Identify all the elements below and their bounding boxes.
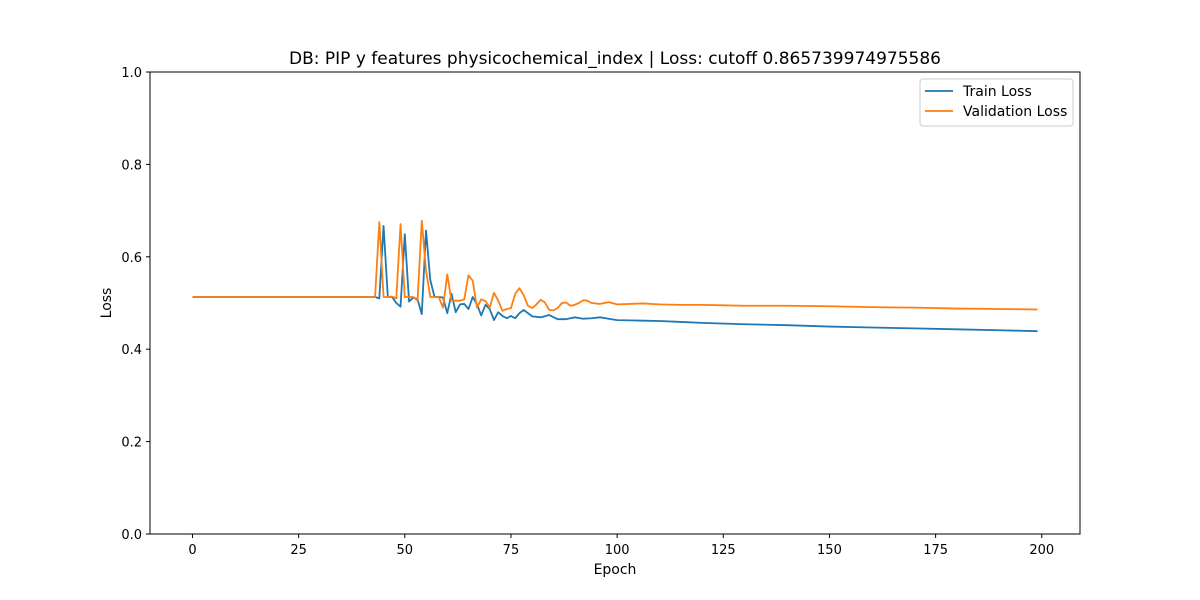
series-line-validation-loss [192,219,1038,312]
legend-label-train-loss: Train Loss [962,84,1032,100]
legend-box [919,78,1074,127]
y-tick-label: 0.0 [121,528,142,543]
x-tick-label: 125 [711,543,736,558]
y-tick-label: 0.6 [121,251,142,266]
x-tick-label: 175 [923,543,948,558]
y-tick-label: 0.4 [121,343,142,358]
legend-label-validation-loss: Validation Loss [963,104,1067,120]
x-axis-label: Epoch [594,562,637,578]
legend: Train Loss Validation Loss [919,78,1074,127]
y-axis-label: Loss [99,288,115,319]
series-line-train-loss [192,224,1038,333]
x-tick-label: 75 [503,543,520,558]
x-tick-label: 50 [397,543,414,558]
y-tick-label: 0.2 [121,436,142,451]
y-tick-label: 1.0 [121,66,142,81]
axes-frame [149,71,1081,535]
x-tick-label: 100 [605,543,630,558]
x-tick-label: 0 [188,543,196,558]
x-tick-label: 200 [1029,543,1054,558]
x-tick-label: 150 [817,543,842,558]
y-tick-label: 0.8 [121,158,142,173]
plot-area: 0 25 50 75 100 125 150 175 200 0.0 0.2 0.4 0.6 0.8 1.0 [121,66,1081,558]
chart-title: DB: PIP y features physicochemical_index… [289,49,941,69]
x-tick-label: 25 [290,543,307,558]
